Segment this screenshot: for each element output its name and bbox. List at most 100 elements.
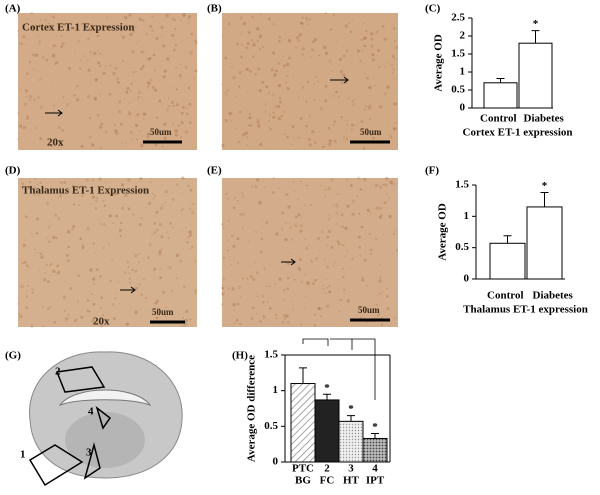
texture-dot [41,27,44,31]
texture-dot [256,27,260,31]
texture-dot [80,315,84,319]
texture-dot [324,292,327,295]
texture-dot [120,206,124,210]
texture-dot [99,53,102,55]
texture-dot [283,288,286,291]
texture-dot [352,19,354,21]
micrograph [18,178,197,327]
texture-dot [161,203,164,206]
x-tick-label: BG [295,475,311,487]
texture-dot [181,208,184,211]
texture-dot [370,134,372,137]
texture-dot [249,124,253,127]
texture-dot [135,26,138,28]
texture-dot [319,93,321,96]
texture-dot [57,217,61,221]
texture-dot [322,45,327,50]
texture-dot [273,72,277,76]
texture-dot [22,127,24,129]
texture-dot [339,298,343,302]
texture-dot [256,118,260,122]
texture-dot [324,84,328,88]
texture-dot [86,309,90,313]
texture-dot [283,317,287,320]
texture-dot [336,240,340,243]
y-tick-label: 1 [273,384,279,396]
texture-dot [194,39,198,43]
texture-dot [126,260,130,264]
texture-dot [222,256,226,260]
texture-dot [301,26,304,28]
texture-dot [349,183,354,188]
texture-dot [299,224,304,228]
texture-dot [346,119,348,121]
texture-dot [170,100,175,105]
texture-dot [161,145,164,148]
texture-dot [252,42,255,44]
y-tick-label: 2 [460,30,466,42]
texture-dot [375,31,378,34]
arrow [281,258,296,266]
texture-dot [259,48,262,51]
texture-dot [278,40,281,43]
texture-dot [321,230,324,233]
texture-dot [50,305,52,308]
texture-dot [185,106,187,109]
texture-dot [325,304,330,308]
texture-dot [100,122,104,126]
texture-dot [92,283,96,286]
texture-dot [139,176,143,181]
texture-dot [383,201,387,205]
texture-dot [315,257,318,261]
texture-dot [30,324,34,328]
texture-dot [299,258,302,261]
texture-dot [389,135,393,139]
texture-dot [394,102,397,106]
texture-dot [23,102,28,107]
texture-dot [57,271,61,275]
texture-dot [313,140,318,145]
texture-dot [140,293,143,296]
texture-dot [113,28,116,32]
texture-dot [31,67,33,70]
texture-dot [39,77,43,80]
region-label: 1 [20,449,26,461]
region-label: 4 [88,406,94,418]
texture-dot [305,184,308,187]
texture-dot [245,67,249,71]
texture-dot [188,102,192,106]
texture-dot [241,212,246,217]
texture-dot [146,81,150,85]
texture-dot [175,254,178,257]
texture-dot [69,287,73,290]
texture-dot [395,128,397,130]
texture-dot [66,104,69,107]
texture-dot [378,292,381,295]
texture-dot [234,263,236,266]
texture-dot [272,111,275,114]
texture-dot [335,90,338,94]
texture-dot [235,318,239,322]
texture-dot [324,12,327,15]
texture-dot [289,226,292,229]
texture-dot [98,177,102,181]
texture-dot [155,299,158,302]
texture-dot [172,104,175,108]
texture-dot [295,36,300,40]
texture-dot [151,29,154,32]
texture-dot [163,69,167,73]
texture-dot [139,130,141,133]
texture-dot [365,46,367,48]
texture-dot [128,277,132,280]
texture-dot [238,85,241,88]
texture-dot [375,237,378,241]
texture-dot [360,305,363,308]
texture-dot [38,79,40,81]
texture-dot [17,29,20,33]
texture-dot [344,24,348,28]
magnification: 20x [47,137,64,149]
texture-dot [248,69,251,72]
texture-dot [383,92,387,96]
texture-dot [394,45,399,50]
texture-dot [158,222,163,227]
